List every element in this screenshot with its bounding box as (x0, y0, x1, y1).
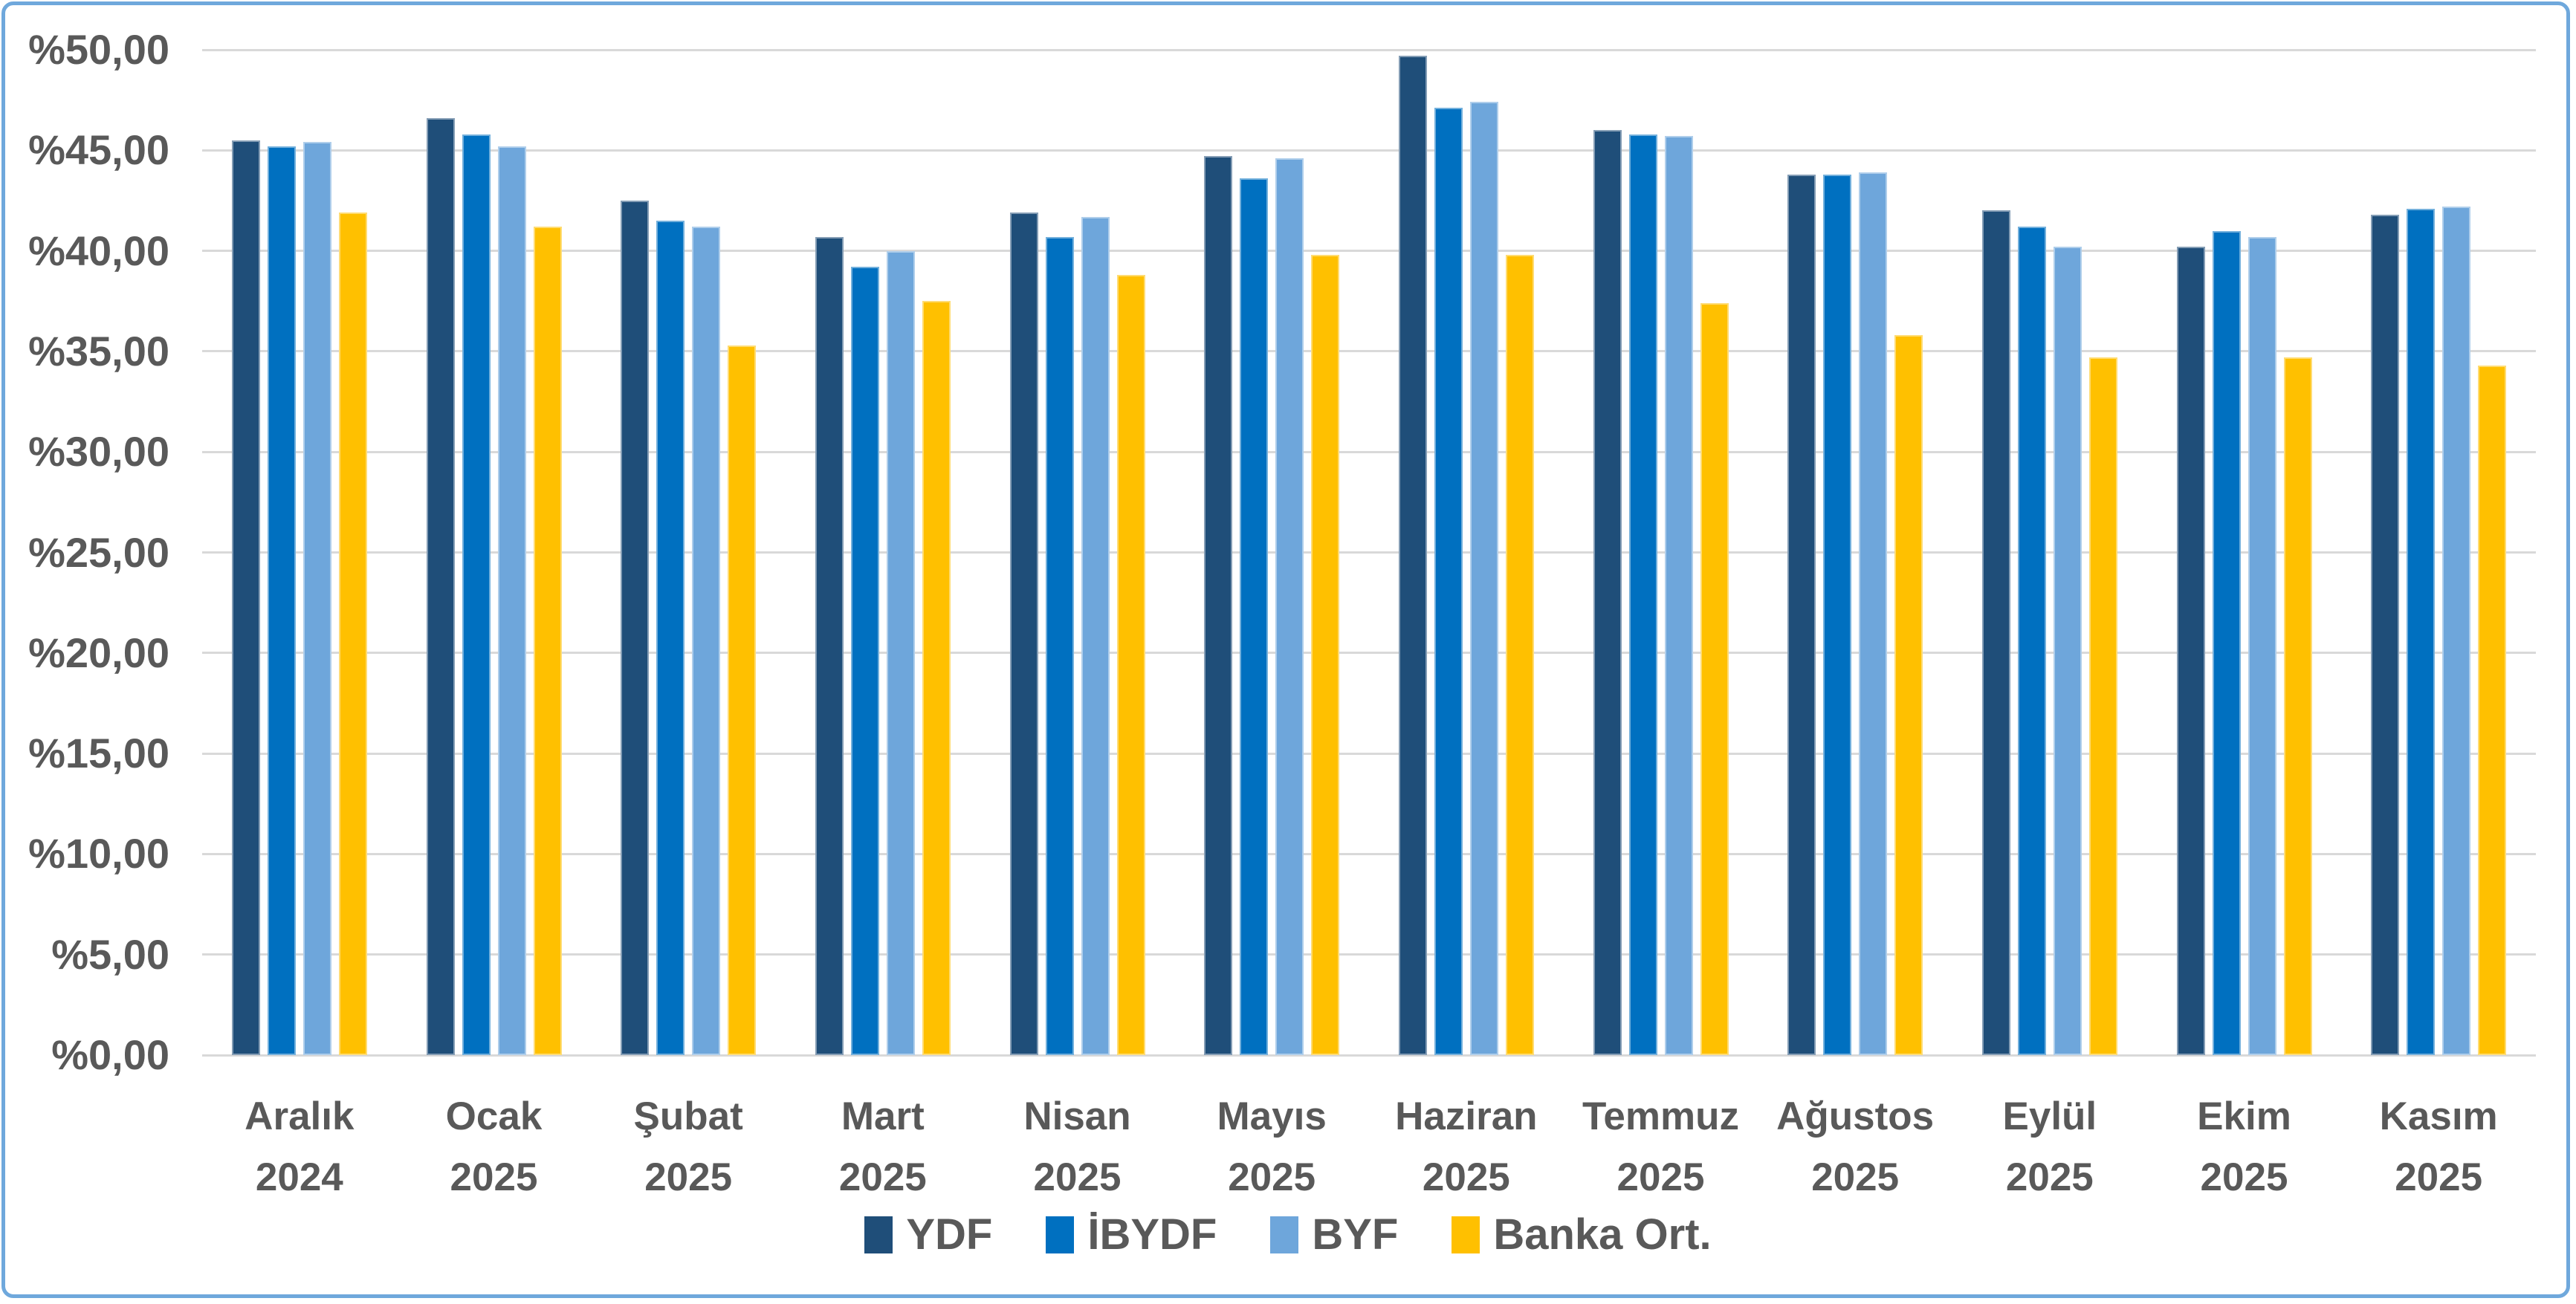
bar-Banka Ort.-Nisan-2025 (1116, 275, 1145, 1055)
bar-Banka Ort.-Mart-2025 (922, 301, 951, 1055)
legend-item-YDF: YDF (864, 1210, 992, 1259)
bar-İBYDF-Mayıs-2025 (1240, 178, 1269, 1055)
gridline-50 (202, 48, 2536, 51)
bar-BYF-Haziran-2025 (1469, 102, 1498, 1055)
legend-item-BYF: BYF (1270, 1210, 1398, 1259)
bar-İBYDF-Şubat-2025 (656, 221, 685, 1055)
x-axis-label-Haziran: Haziran 2025 (1395, 1094, 1538, 1199)
bar-Banka Ort.-Ağustos-2025 (1894, 335, 1923, 1055)
legend-marker-icon (864, 1216, 893, 1253)
legend-item-Banka Ort.: Banka Ort. (1452, 1210, 1712, 1259)
x-axis-label-Nisan: Nisan 2025 (1023, 1094, 1131, 1199)
gridline-5 (202, 953, 2536, 956)
gridline-45 (202, 149, 2536, 152)
legend-label: İBYDF (1087, 1210, 1217, 1259)
legend-label: YDF (906, 1210, 993, 1259)
bar-İBYDF-Haziran-2025 (1434, 108, 1463, 1055)
bar-Banka Ort.-Mayıs-2025 (1311, 255, 1340, 1055)
bar-İBYDF-Aralık-2024 (267, 146, 296, 1055)
gridline-30 (202, 450, 2536, 453)
x-axis-label-Temmuz: Temmuz 2025 (1582, 1094, 1740, 1199)
bar-İBYDF-Eylül-2025 (2017, 227, 2046, 1055)
y-axis-label: %50,00 (28, 26, 169, 73)
gridline-10 (202, 852, 2536, 855)
gridline-25 (202, 551, 2536, 554)
bar-YDF-Mayıs-2025 (1204, 156, 1233, 1055)
gridline-35 (202, 350, 2536, 353)
y-axis-label: %25,00 (28, 528, 169, 576)
bar-BYF-Eylül-2025 (2053, 247, 2082, 1055)
gridline-15 (202, 752, 2536, 755)
bar-YDF-Kasım-2025 (2371, 214, 2400, 1055)
legend: YDF İBYDF BYF Banka Ort. (0, 1210, 2576, 1259)
legend-marker-icon (1452, 1216, 1480, 1253)
y-axis-label: %10,00 (28, 830, 169, 878)
y-axis-label: %40,00 (28, 227, 169, 274)
gridline-0 (202, 1054, 2536, 1057)
x-axis-label-Ekim: Ekim 2025 (2197, 1094, 2291, 1199)
bar-Banka Ort.-Haziran-2025 (1505, 255, 1534, 1055)
y-axis-label: %0,00 (51, 1031, 169, 1078)
x-axis-label-Aralık: Aralık 2024 (245, 1094, 355, 1199)
bar-YDF-Eylül-2025 (1981, 210, 2010, 1055)
x-axis-label-Şubat: Şubat 2025 (633, 1094, 743, 1199)
y-axis-label: %45,00 (28, 126, 169, 174)
bar-Banka Ort.-Ocak-2025 (533, 227, 562, 1055)
bar-BYF-Kasım-2025 (2442, 207, 2471, 1055)
bar-BYF-Mayıs-2025 (1275, 158, 1304, 1055)
y-axis-label: %5,00 (51, 930, 169, 978)
bar-BYF-Ocak-2025 (497, 146, 526, 1055)
bar-Banka Ort.-Eylül-2025 (2088, 357, 2117, 1055)
bar-BYF-Ağustos-2025 (1859, 172, 1888, 1055)
bar-İBYDF-Ağustos-2025 (1823, 174, 1852, 1055)
bar-BYF-Mart-2025 (886, 250, 915, 1055)
bar-BYF-Temmuz-2025 (1664, 136, 1693, 1055)
bar-Banka Ort.-Aralık-2024 (338, 213, 367, 1055)
legend-marker-icon (1270, 1216, 1299, 1253)
bar-İBYDF-Ekim-2025 (2212, 230, 2241, 1055)
bar-YDF-Ocak-2025 (426, 118, 455, 1055)
bar-İBYDF-Kasım-2025 (2407, 208, 2436, 1055)
gridline-20 (202, 652, 2536, 655)
bar-BYF-Nisan-2025 (1081, 216, 1110, 1055)
y-axis-label: %15,00 (28, 730, 169, 777)
legend-label: BYF (1312, 1210, 1399, 1259)
bar-YDF-Şubat-2025 (621, 200, 650, 1055)
x-axis-label-Mart: Mart 2025 (838, 1094, 927, 1199)
bar-YDF-Temmuz-2025 (1593, 130, 1622, 1055)
bar-İBYDF-Temmuz-2025 (1628, 134, 1657, 1055)
y-axis-label: %35,00 (28, 327, 169, 374)
x-axis-label-Ağustos: Ağustos 2025 (1776, 1094, 1935, 1199)
legend-label: Banka Ort. (1493, 1210, 1712, 1259)
legend-marker-icon (1046, 1216, 1075, 1253)
bar-İBYDF-Mart-2025 (850, 267, 879, 1055)
y-axis-label: %20,00 (28, 629, 169, 676)
bar-Banka Ort.-Ekim-2025 (2283, 357, 2312, 1055)
bar-BYF-Ekim-2025 (2247, 236, 2276, 1055)
y-axis-label: %30,00 (28, 428, 169, 476)
gridline-40 (202, 250, 2536, 253)
bar-YDF-Ekim-2025 (2176, 247, 2205, 1055)
bar-YDF-Nisan-2025 (1009, 213, 1038, 1055)
bar-Banka Ort.-Şubat-2025 (728, 345, 757, 1055)
x-axis-label-Mayıs: Mayıs 2025 (1217, 1094, 1327, 1199)
bar-YDF-Ağustos-2025 (1787, 174, 1816, 1055)
bar-YDF-Haziran-2025 (1398, 56, 1427, 1055)
x-axis-label-Ocak: Ocak 2025 (445, 1094, 543, 1199)
legend-item-İBYDF: İBYDF (1046, 1210, 1217, 1259)
x-axis-label-Eylül: Eylül 2025 (2002, 1094, 2097, 1199)
bar-Banka Ort.-Temmuz-2025 (1700, 302, 1729, 1055)
bar-YDF-Aralık-2024 (231, 140, 260, 1055)
bar-İBYDF-Nisan-2025 (1045, 236, 1074, 1055)
x-axis-label-Kasım: Kasım 2025 (2379, 1094, 2498, 1199)
bar-İBYDF-Ocak-2025 (462, 134, 491, 1055)
bar-Banka Ort.-Kasım-2025 (2478, 365, 2507, 1055)
bar-YDF-Mart-2025 (815, 236, 844, 1055)
bar-BYF-Şubat-2025 (692, 227, 721, 1055)
bar-BYF-Aralık-2024 (302, 142, 331, 1055)
